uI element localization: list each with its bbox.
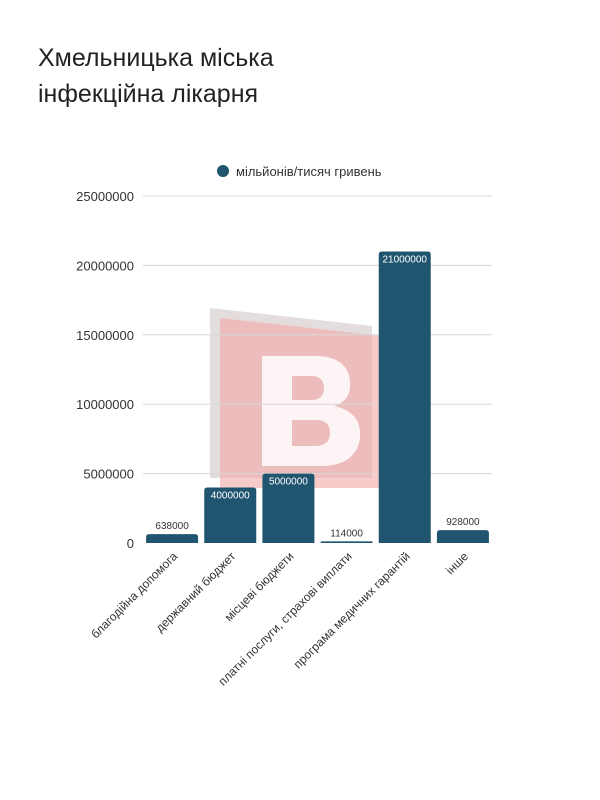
legend-marker — [217, 165, 229, 177]
data-label: 638000 — [155, 521, 189, 532]
y-tick-label: 10000000 — [76, 397, 134, 412]
data-label: 4000000 — [211, 490, 250, 501]
bar-5[interactable] — [436, 530, 489, 543]
chart-title-line-1: Хмельницька міська — [38, 44, 274, 72]
y-tick-label: 0 — [127, 536, 134, 551]
chart-title: Хмельницька міська інфекційна лікарня — [38, 40, 438, 112]
chart-title-line-2: інфекційна лікарня — [38, 80, 259, 108]
y-tick-label: 15000000 — [76, 328, 134, 343]
legend-label: мільйонів/тисяч гривень — [236, 164, 382, 179]
data-label: 114000 — [330, 528, 363, 539]
x-tick-label: програма медичних гарантій — [291, 549, 413, 671]
data-label: 928000 — [446, 517, 480, 528]
bar-3[interactable] — [320, 541, 373, 543]
x-tick-label: інше — [443, 549, 471, 577]
data-label: 5000000 — [269, 477, 308, 488]
data-label: 21000000 — [383, 255, 428, 266]
y-tick-label: 25000000 — [76, 189, 134, 204]
bar-1[interactable] — [204, 487, 257, 543]
watermark-logo-letter — [262, 356, 361, 466]
bar-4[interactable] — [378, 251, 431, 543]
y-tick-label: 20000000 — [76, 258, 134, 273]
y-tick-label: 5000000 — [83, 467, 134, 482]
bar-0[interactable] — [146, 534, 199, 543]
bar-2[interactable] — [262, 473, 315, 543]
